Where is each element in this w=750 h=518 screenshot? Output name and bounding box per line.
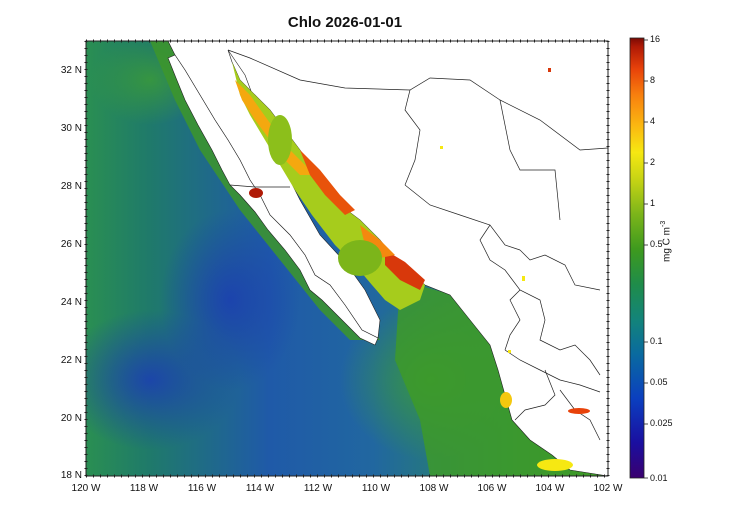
frame-ticks: [84, 39, 610, 478]
inland-water-spot: [440, 146, 443, 149]
coastal-lagoon: [249, 188, 263, 198]
gulf-green-patch: [338, 240, 382, 276]
y-tick-label: 24 N: [60, 297, 82, 308]
inland-water-spot: [568, 408, 590, 414]
gulf-bloom-red: [300, 150, 355, 215]
colorbar-units-label: mg C m-3: [660, 221, 672, 262]
land-baja-peninsula: [167, 54, 379, 346]
gulf-bloom-red: [385, 250, 425, 290]
y-tick-label: 22 N: [60, 355, 82, 366]
low-chlorophyll-patch: [160, 210, 300, 390]
units-exponent: -3: [660, 220, 667, 227]
colorbar: [629, 37, 645, 479]
x-tick-label: 102 W: [593, 483, 623, 494]
inland-water-spot: [522, 276, 525, 281]
map-area: [86, 41, 608, 476]
colorbar-label: 0.1: [650, 336, 663, 346]
coastal-lagoon: [537, 459, 573, 471]
y-tick-label: 32 N: [60, 65, 82, 76]
colorbar-label: 4: [650, 116, 656, 126]
colorbar-label: 8: [650, 75, 656, 85]
colorbar-label: 1: [650, 198, 656, 208]
colorbar-label: 0.01: [650, 473, 668, 483]
y-tick-label: 30 N: [60, 123, 82, 134]
x-tick-label: 108 W: [419, 483, 449, 494]
colorbar-label: 0.05: [650, 377, 668, 387]
colorbar-ticks: [644, 39, 648, 479]
colorbar-label: 0.025: [650, 418, 673, 428]
state-borders: [227, 49, 608, 441]
gulf-bloom-orange: [235, 80, 315, 175]
gulf-bloom-orange: [360, 225, 395, 258]
inland-water-spot: [508, 350, 511, 353]
x-tick-label: 104 W: [535, 483, 565, 494]
map-title: Chlo 2026-01-01: [287, 14, 403, 31]
x-tick-label: 120 W: [71, 483, 101, 494]
x-tick-label: 106 W: [477, 483, 507, 494]
inland-water-spot: [548, 68, 551, 72]
units-text: mg C m: [661, 227, 673, 262]
colorbar-label: 0.5: [650, 239, 663, 249]
y-tick-label: 20 N: [60, 413, 82, 424]
gulf-green-patch: [268, 115, 292, 165]
y-tick-label: 26 N: [60, 239, 82, 250]
y-tick-label: 18 N: [60, 470, 82, 481]
x-tick-label: 116 W: [187, 483, 217, 494]
x-tick-label: 110 W: [361, 483, 391, 494]
x-tick-label: 112 W: [303, 483, 333, 494]
colorbar-label: 2: [650, 157, 656, 167]
colorbar-label: 16: [650, 34, 661, 44]
coastal-lagoon: [500, 392, 512, 408]
x-tick-label: 114 W: [245, 483, 275, 494]
y-tick-label: 28 N: [60, 181, 82, 192]
x-tick-label: 118 W: [129, 483, 159, 494]
